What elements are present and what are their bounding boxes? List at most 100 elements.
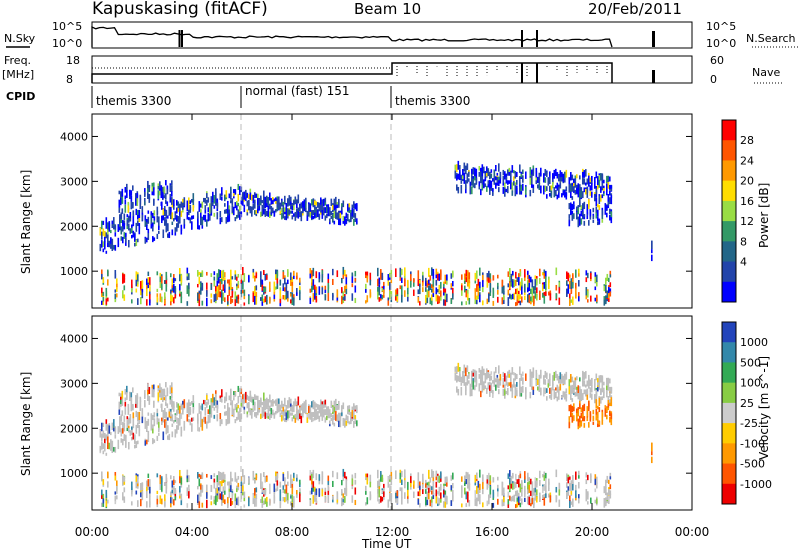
- velocity-cell: [204, 407, 207, 412]
- power-cell: [407, 296, 409, 302]
- velocity-cell: [568, 416, 571, 421]
- power-cell: [315, 206, 318, 210]
- velocity-cell: [101, 489, 103, 496]
- power-cell: [111, 244, 114, 252]
- velocity-cell: [236, 485, 238, 489]
- power-cell: [472, 167, 475, 171]
- power-cell: [234, 202, 237, 209]
- power-cell: [227, 200, 229, 209]
- velocity-cell: [210, 398, 213, 404]
- power-cell: [520, 191, 523, 195]
- power-cell: [580, 190, 583, 198]
- power-cell: [167, 233, 169, 238]
- power-cell: [275, 209, 277, 213]
- power-cell: [369, 272, 372, 282]
- velocity-cell: [432, 470, 435, 478]
- power-cell: [231, 276, 234, 280]
- velocity-cell: [114, 475, 117, 481]
- power-cell: [609, 282, 612, 288]
- power-cell: [511, 190, 514, 196]
- power-cell: [294, 215, 297, 221]
- power-cell: [159, 272, 162, 277]
- power-cell: [596, 296, 598, 302]
- velocity-cell: [456, 366, 458, 375]
- velocity-cell: [548, 487, 550, 492]
- power-cell: [299, 286, 301, 294]
- power-cell: [527, 286, 529, 293]
- velocity-cell: [380, 471, 382, 477]
- power-cell: [284, 277, 286, 285]
- velocity-cell: [125, 439, 127, 445]
- power-cell: [333, 204, 336, 211]
- velocity-cell: [502, 382, 505, 388]
- velocity-cell: [320, 407, 322, 415]
- velocity-cell: [465, 471, 468, 479]
- power-cell: [476, 299, 478, 305]
- velocity-cell: [121, 396, 124, 405]
- velocity-cell: [254, 403, 256, 411]
- power-cell: [456, 184, 458, 191]
- power-cell: [351, 208, 354, 216]
- velocity-cell: [549, 378, 551, 387]
- power-cell: [108, 240, 111, 248]
- velocity-cell: [446, 478, 448, 487]
- velocity-cell: [234, 493, 237, 502]
- power-cell: [464, 285, 466, 293]
- power-cell: [198, 299, 201, 307]
- velocity-cell: [381, 490, 384, 494]
- power-cell: [318, 286, 321, 295]
- power-cell: [158, 216, 160, 220]
- velocity-cell: [585, 472, 588, 478]
- power-cell: [570, 202, 572, 211]
- velocity-cell: [570, 404, 572, 413]
- velocity-cell: [543, 483, 546, 491]
- power-cell: [606, 290, 609, 298]
- velocity-cell: [312, 495, 315, 504]
- velocity-cell: [167, 417, 169, 421]
- velocity-cell: [174, 488, 177, 494]
- power-cell: [302, 209, 304, 214]
- power-cell: [261, 279, 264, 285]
- power-cell: [118, 199, 121, 208]
- velocity-cell: [216, 495, 219, 502]
- power-cell: [122, 220, 124, 227]
- velocity-cell: [125, 435, 127, 440]
- power-cell: [324, 197, 327, 206]
- power-cell: [215, 300, 217, 304]
- velocity-cell: [324, 399, 327, 408]
- velocity-cell: [169, 399, 172, 405]
- power-cell: [266, 294, 268, 301]
- power-cell: [509, 293, 511, 299]
- power-cell: [306, 212, 309, 221]
- velocity-cell: [569, 500, 571, 509]
- power-cell: [198, 225, 201, 230]
- velocity-cell: [535, 382, 538, 387]
- power-cell: [105, 232, 108, 239]
- power-cell: [586, 178, 589, 185]
- power-cell: [410, 279, 412, 285]
- power-cell: [582, 203, 584, 209]
- power-cell: [452, 293, 454, 300]
- velocity-cell: [230, 498, 232, 507]
- power-cell: [99, 243, 102, 250]
- power-cell: [592, 207, 595, 213]
- power-cell: [407, 287, 409, 295]
- velocity-cell: [543, 387, 545, 397]
- power-cell: [230, 269, 232, 278]
- velocity-cell: [342, 417, 345, 423]
- velocity-cell: [333, 406, 336, 413]
- power-cell: [568, 184, 571, 192]
- velocity-cell: [440, 492, 442, 500]
- velocity-cell: [188, 411, 190, 418]
- velocity-cell: [604, 410, 607, 417]
- velocity-cell: [203, 416, 205, 421]
- power-cell: [461, 285, 463, 291]
- velocity-cell: [590, 497, 592, 504]
- power-cell: [168, 209, 171, 216]
- velocity-cell: [282, 489, 285, 494]
- power-cell: [144, 238, 147, 244]
- power-cell: [255, 212, 258, 217]
- power-cell: [273, 210, 276, 216]
- velocity-cell: [305, 399, 307, 405]
- velocity-cell: [586, 393, 589, 400]
